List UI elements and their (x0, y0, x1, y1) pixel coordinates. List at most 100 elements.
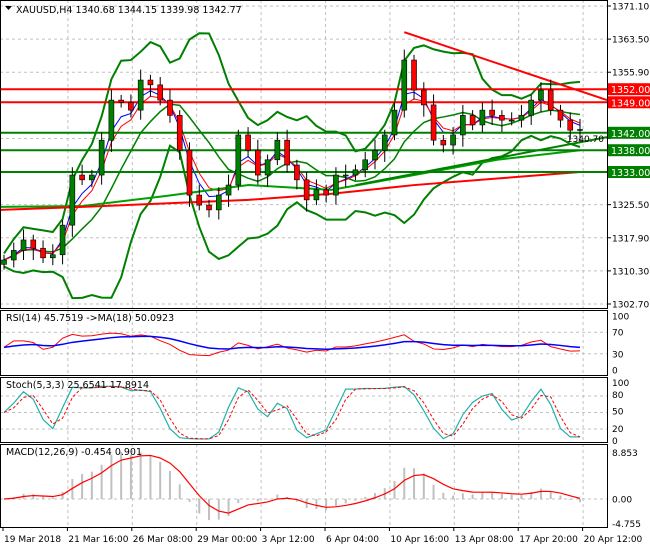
candle (50, 244, 55, 265)
macd-histogram-bar (413, 468, 415, 499)
candle (70, 167, 75, 237)
candle-body (353, 170, 358, 175)
macd-histogram-bar (433, 485, 435, 499)
candle-body (285, 140, 290, 165)
stoch-axis-label: 80 (612, 391, 624, 401)
candle-body (568, 120, 573, 130)
macd-histogram-bar (501, 494, 503, 499)
time-label: 17 Apr 20:00 (519, 535, 578, 545)
candle-body (392, 110, 397, 135)
candle-body (519, 115, 524, 120)
price-label: 1355.90 (612, 69, 649, 79)
candle (343, 165, 348, 187)
macd-axis-label: 0.00 (612, 496, 632, 506)
macd-histogram-bar (442, 493, 444, 499)
candle-body (31, 240, 36, 248)
rsi-axis-label: 0 (612, 367, 618, 377)
candle-body (333, 175, 338, 195)
macd-histogram-bar (472, 494, 474, 499)
candle-body (41, 248, 46, 258)
macd-histogram-bar (218, 499, 220, 520)
macd-signal-line (4, 455, 580, 513)
macd-histogram-bar (169, 471, 171, 499)
candle (21, 230, 26, 260)
candle (285, 130, 290, 173)
candle (558, 105, 563, 128)
candle-body (11, 250, 16, 260)
candle (490, 100, 495, 125)
stoch-axis-label: 20 (612, 425, 624, 435)
candle-body (226, 185, 231, 195)
macd-label: MACD(12,26,9) -0.454 0.901 (6, 447, 142, 458)
candle-body (402, 60, 407, 110)
candle (421, 82, 426, 116)
candle (470, 110, 475, 130)
price-label: 1371.10 (612, 3, 649, 13)
candle (11, 243, 16, 268)
candle-body (158, 85, 163, 100)
candle-body (548, 90, 553, 110)
macd-histogram-bar (345, 499, 347, 503)
macd-histogram-bar (130, 455, 132, 499)
macd-histogram-bar (423, 473, 425, 499)
candle-body (499, 115, 504, 120)
candle-body (207, 205, 212, 210)
candle-body (148, 80, 153, 85)
candle-body (50, 255, 55, 258)
time-label: 20 Apr 12:00 (584, 535, 643, 545)
candle-body (197, 195, 202, 205)
price-label: 1363.50 (612, 36, 649, 46)
candle-body (246, 135, 251, 150)
price-label: 1302.70 (612, 301, 649, 311)
macd-histogram-bar (62, 492, 64, 499)
price-label: 1317.90 (612, 234, 649, 244)
candle-body (538, 90, 543, 100)
macd-histogram-bar (511, 495, 513, 499)
candle (31, 235, 36, 260)
macd-histogram-bar (364, 497, 366, 499)
macd-histogram-bar (354, 499, 356, 501)
candle (41, 240, 46, 263)
macd-histogram-bar (559, 495, 561, 499)
candle (138, 70, 143, 120)
stoch-label: Stoch(5,3,3) 25.6541 17.8914 (6, 380, 149, 391)
macd-histogram-bar (110, 455, 112, 499)
candle-body (99, 140, 104, 175)
macd-histogram-bar (91, 472, 93, 499)
candle (363, 152, 368, 177)
macd-histogram-bar (452, 496, 454, 499)
candle-body (2, 260, 7, 264)
rsi-axis-label: 70 (612, 329, 624, 339)
candle (382, 130, 387, 162)
macd-histogram-bar (481, 492, 483, 499)
candle-body (60, 225, 65, 255)
candle-body (138, 80, 143, 110)
candle-body (578, 129, 583, 130)
candle (246, 127, 251, 157)
macd-pane[interactable] (4, 452, 581, 520)
candle (99, 132, 104, 184)
dropdown-triangle-icon[interactable] (5, 6, 12, 10)
macd-histogram-bar (267, 499, 269, 500)
level-tag-label: 1342.00 (611, 129, 650, 140)
rsi-pane[interactable] (4, 333, 580, 356)
macd-histogram-bar (188, 499, 190, 502)
candle (167, 90, 172, 123)
candle (460, 105, 465, 147)
candle-body (363, 160, 368, 170)
macd-histogram-bar (462, 493, 464, 499)
candle-body (187, 150, 192, 195)
candle-body (529, 100, 534, 115)
macd-histogram-bar (257, 499, 259, 501)
price-header: XAUUSD,H4 1340.68 1344.15 1339.98 1342.7… (5, 5, 242, 16)
candle-body (89, 175, 94, 180)
macd-axis-label: 8.853 (612, 449, 638, 459)
candle-body (314, 190, 319, 200)
macd-histogram-bar (32, 494, 34, 499)
candle-body (80, 175, 85, 180)
candle (372, 140, 377, 170)
candle-body (167, 100, 172, 115)
price-label: 1340.70 (567, 135, 604, 145)
rsi-label: RSI(14) 45.7519 ->MA(18) 50.0923 (6, 313, 174, 324)
